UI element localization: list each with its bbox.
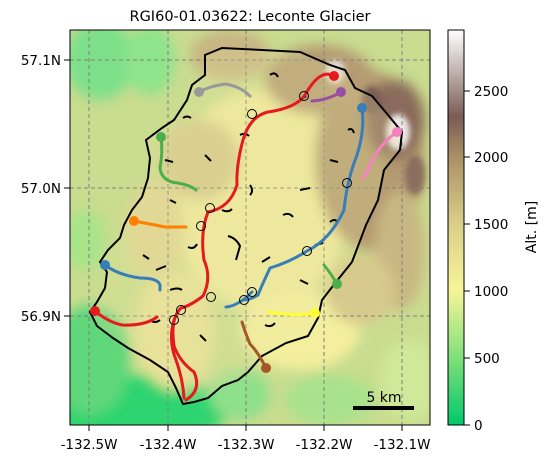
colorbar: 0 500 1000 1500 2000 2500 Alt. [m] xyxy=(447,29,540,434)
colorbar-tick-label: 0 xyxy=(474,418,483,434)
map-frame xyxy=(69,29,431,426)
terrain-map: 5 km xyxy=(69,29,431,426)
colorbar-gradient xyxy=(447,29,465,426)
colorbar-tick-label: 1500 xyxy=(474,217,508,233)
flowline-red-left xyxy=(93,309,159,327)
x-tick-label: -132.5W xyxy=(61,437,118,453)
y-tick-label: 57.0N xyxy=(21,181,61,197)
colorbar-tick-label: 1000 xyxy=(474,284,508,300)
scale-bar: 5 km xyxy=(353,390,414,410)
flowline-blue-left xyxy=(103,263,162,292)
colorbar-tick-label: 500 xyxy=(474,351,500,367)
scale-bar-label: 5 km xyxy=(366,390,401,406)
flowline-grey xyxy=(197,82,252,98)
flowlines xyxy=(93,72,399,402)
colorbar-tick-label: 2000 xyxy=(474,150,508,166)
flowline-brown xyxy=(240,320,268,370)
x-tick-label: -132.1W xyxy=(374,437,431,453)
x-tick-label: -132.2W xyxy=(296,437,353,453)
colorbar-label: Alt. [m] xyxy=(524,201,540,253)
figure-title: RGI60-01.03622: Leconte Glacier xyxy=(130,9,371,25)
y-axis: 57.1N 57.0N 56.9N xyxy=(21,53,70,325)
x-tick-label: -132.3W xyxy=(218,437,275,453)
terrain-shading xyxy=(70,30,430,425)
flowline-green-left xyxy=(158,135,198,192)
flowline-red-lower xyxy=(169,318,186,400)
glacier-outline xyxy=(88,46,404,406)
confluence-markers xyxy=(169,91,352,325)
y-tick-label: 57.1N xyxy=(21,53,61,69)
flowline-main xyxy=(171,72,336,402)
y-tick-label: 56.9N xyxy=(21,309,61,325)
flowline-pink xyxy=(361,130,399,180)
flowline-blue-right xyxy=(242,106,365,302)
flowline-blue-lower xyxy=(224,290,254,309)
x-axis: -132.5W -132.4W -132.3W -132.2W -132.1W xyxy=(61,425,431,453)
x-tick-label: -132.4W xyxy=(140,437,197,453)
flowline-heads xyxy=(90,71,402,373)
colorbar-tick-label: 2500 xyxy=(474,84,508,100)
lat-lon-grid xyxy=(70,30,430,425)
